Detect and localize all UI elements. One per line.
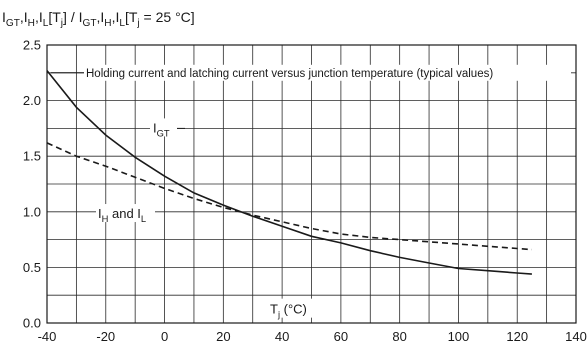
x-axis-label-part-0: T [270, 302, 278, 317]
plot-frame [46, 44, 577, 324]
series-label-1-part-2: and I [108, 206, 141, 221]
x-axis-label-part-1: j [277, 310, 280, 320]
y-tick-label: 0.5 [23, 260, 41, 275]
series-line-1 [46, 142, 532, 251]
y-tick-label: 1.5 [23, 149, 41, 164]
annotation-bg [84, 64, 571, 81]
series-label-1-part-0: I [98, 206, 102, 221]
series-label-0-part-1: GT [157, 128, 170, 138]
chart-title-part-7: j [60, 18, 63, 29]
chart-title-part-5: L [43, 18, 49, 29]
chart-title-part-3: H [28, 18, 35, 29]
chart-title-part-12: ,I [112, 9, 120, 25]
series-label-1-part-1: H [102, 214, 109, 224]
x-axis-label-bg [267, 298, 329, 318]
x-tick-label: -40 [38, 329, 57, 344]
chart-title-part-10: ,I [97, 9, 105, 25]
y-tick-label: 2.0 [23, 93, 41, 108]
x-tick-label: 0 [161, 329, 168, 344]
series-label-bg-1 [96, 204, 155, 223]
y-tick-label: 0.0 [23, 316, 41, 331]
x-tick-label: 40 [275, 329, 289, 344]
chart-title-part-4: ,I [35, 9, 43, 25]
y-tick-label: 2.5 [23, 38, 41, 53]
x-tick-label: 140 [565, 329, 587, 344]
x-tick-label: -20 [96, 329, 115, 344]
series-label-bg-0 [150, 118, 177, 137]
series-line-0 [46, 70, 532, 275]
chart-title-part-6: [T [48, 9, 61, 25]
chart-title-part-11: H [104, 18, 111, 29]
series-label-1-part-3: L [141, 214, 146, 224]
series-label-0-part-0: I [153, 120, 157, 135]
series-label-1: IH and IL [98, 206, 146, 224]
annotation-text: Holding current and latching current ver… [86, 68, 493, 80]
x-tick-label: 60 [334, 329, 348, 344]
chart-title-part-15: j [136, 18, 139, 29]
chart-title-part-2: ,I [20, 9, 28, 25]
x-tick-label: 80 [392, 329, 406, 344]
x-tick-label: 100 [448, 329, 470, 344]
y-tick-label: 1.0 [23, 204, 41, 219]
chart-title-part-0: I [2, 9, 6, 25]
x-axis-label: Tj (°C) [270, 302, 307, 320]
chart-title: IGT,IH,IL[Tj] / IGT,IH,IL[Tj = 25 °C] [2, 9, 195, 29]
series-label-0: IGT [153, 120, 170, 138]
chart-title-part-14: [T [125, 9, 138, 25]
chart-title-part-13: L [119, 18, 125, 29]
chart-title-part-1: GT [6, 18, 20, 29]
chart-title-part-8: ] / I [63, 9, 82, 25]
x-tick-label: 120 [506, 329, 528, 344]
chart-title-part-9: GT [83, 18, 97, 29]
x-tick-label: 20 [216, 329, 230, 344]
chart-title-part-16: = 25 °C] [140, 9, 195, 25]
x-axis-label-part-2: (°C) [280, 302, 307, 317]
